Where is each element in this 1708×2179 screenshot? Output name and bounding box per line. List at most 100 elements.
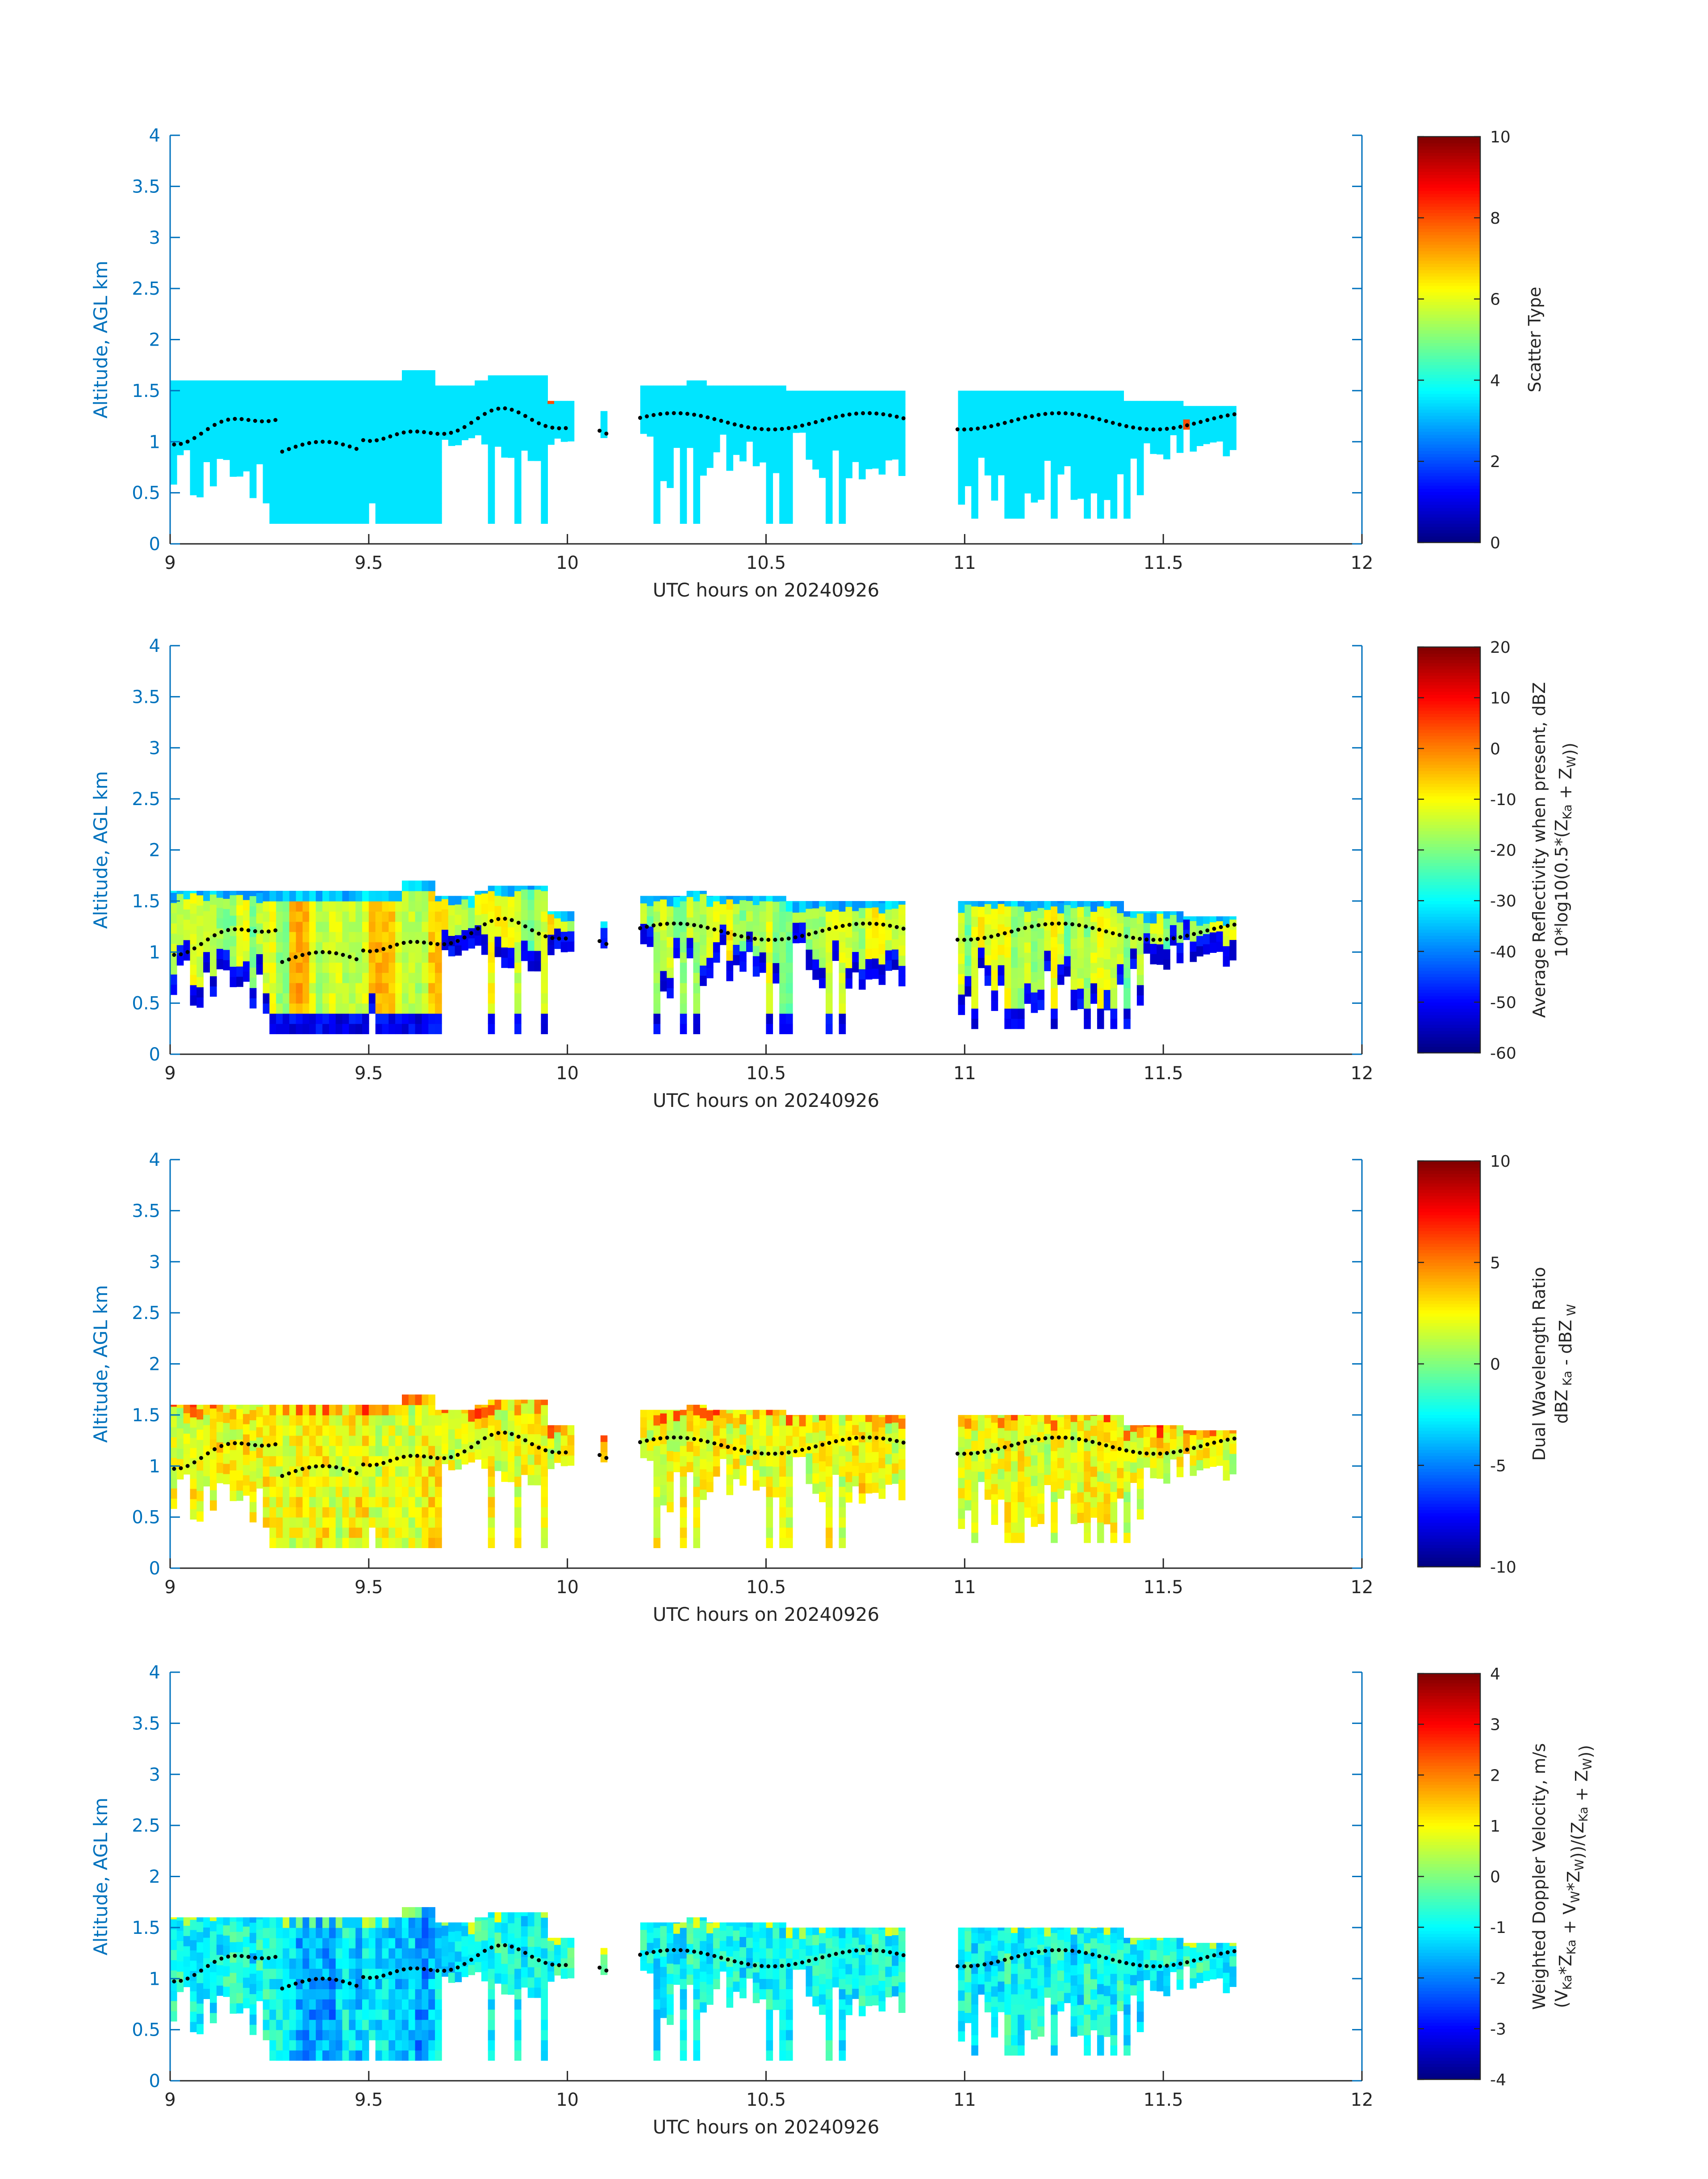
heatmap-cell bbox=[170, 903, 177, 914]
heatmap-cell bbox=[362, 922, 369, 932]
heatmap-cell bbox=[1024, 952, 1031, 963]
heatmap-cell bbox=[1031, 1516, 1038, 1527]
heatmap-cell bbox=[263, 942, 270, 952]
heatmap-cell bbox=[461, 919, 468, 930]
heatmap-cell bbox=[1004, 1491, 1011, 1502]
dot-marker bbox=[489, 1433, 493, 1437]
heatmap-cell bbox=[382, 901, 389, 912]
heatmap-cell bbox=[826, 1023, 833, 1034]
heatmap-cell bbox=[892, 1463, 899, 1474]
heatmap-cell bbox=[1077, 988, 1084, 999]
heatmap-cell bbox=[362, 911, 369, 922]
heatmap-cell bbox=[296, 1405, 303, 1415]
heatmap-cell bbox=[773, 912, 780, 923]
heatmap-cell bbox=[1071, 901, 1078, 908]
heatmap-cell bbox=[892, 949, 899, 960]
heatmap-cell bbox=[1123, 957, 1131, 968]
heatmap-cell bbox=[514, 901, 522, 912]
dot-marker bbox=[1185, 934, 1189, 938]
dot-marker bbox=[409, 940, 413, 944]
heatmap-cell bbox=[223, 960, 230, 971]
heatmap-cell bbox=[342, 1003, 350, 1014]
heatmap-cell bbox=[508, 886, 515, 897]
heatmap-cell bbox=[786, 1528, 793, 1538]
heatmap-cell bbox=[1024, 902, 1031, 912]
heatmap-cell bbox=[448, 1410, 455, 1419]
dot-marker bbox=[726, 1445, 730, 1449]
heatmap-cell bbox=[322, 391, 330, 401]
heatmap-cell bbox=[395, 932, 402, 943]
heatmap-cell bbox=[303, 462, 310, 473]
heatmap-cell bbox=[872, 417, 879, 428]
heatmap-cell bbox=[184, 1444, 191, 1454]
heatmap-cell bbox=[514, 952, 522, 963]
heatmap-cell bbox=[985, 955, 992, 965]
heatmap-cell bbox=[481, 903, 489, 914]
heatmap-cell bbox=[700, 965, 707, 976]
dot-marker bbox=[1090, 926, 1094, 930]
heatmap-cell bbox=[1037, 397, 1044, 408]
heatmap-cell bbox=[839, 483, 846, 493]
heatmap-cell bbox=[779, 462, 786, 473]
dot-marker bbox=[321, 440, 325, 444]
heatmap-cell bbox=[998, 404, 1005, 414]
heatmap-cell bbox=[170, 1499, 177, 1509]
heatmap-cell bbox=[859, 1493, 866, 1504]
heatmap-cell bbox=[428, 1415, 435, 1426]
heatmap-cell bbox=[256, 964, 263, 975]
colorbar-swatch bbox=[1418, 914, 1480, 917]
heatmap-cell bbox=[1157, 444, 1164, 455]
dot-marker bbox=[814, 931, 818, 935]
heatmap-cell bbox=[263, 1517, 270, 1528]
heatmap-cell bbox=[1111, 1502, 1118, 1512]
heatmap-cell bbox=[693, 1456, 700, 1466]
heatmap-cell bbox=[1018, 1461, 1025, 1472]
heatmap-cell bbox=[1077, 1461, 1084, 1472]
heatmap-cell bbox=[753, 956, 760, 967]
heatmap-cell bbox=[793, 402, 800, 413]
heatmap-cell bbox=[1216, 1445, 1224, 1456]
heatmap-cell bbox=[217, 408, 224, 418]
heatmap-cell bbox=[799, 1415, 806, 1416]
heatmap-cell bbox=[428, 1507, 435, 1518]
heatmap-cell bbox=[250, 467, 257, 478]
dot-marker bbox=[395, 943, 399, 947]
heatmap-cell bbox=[1057, 943, 1065, 954]
heatmap-cell bbox=[1024, 911, 1031, 922]
colorbar-swatch bbox=[1418, 777, 1480, 781]
heatmap-cell bbox=[727, 430, 734, 440]
heatmap-cell bbox=[1084, 1471, 1091, 1482]
colorbar-swatch bbox=[1418, 904, 1480, 907]
heatmap-cell bbox=[1071, 418, 1078, 429]
heatmap-cell bbox=[535, 389, 542, 400]
heatmap-cell bbox=[289, 1415, 296, 1426]
dot-marker bbox=[503, 406, 507, 410]
heatmap-cell bbox=[653, 1023, 660, 1034]
heatmap-cell bbox=[329, 483, 336, 493]
heatmap-cell bbox=[349, 380, 356, 391]
heatmap-cell bbox=[713, 942, 720, 952]
heatmap-cell bbox=[985, 1428, 992, 1439]
dot-marker bbox=[537, 422, 541, 426]
heatmap-cell bbox=[362, 1446, 369, 1457]
heatmap-cell bbox=[395, 1014, 402, 1024]
heatmap-cell bbox=[1011, 467, 1018, 478]
heatmap-cell bbox=[859, 1415, 866, 1422]
heatmap-cell bbox=[369, 983, 376, 993]
heatmap-cell bbox=[223, 1433, 230, 1444]
heatmap-cell bbox=[1031, 1506, 1038, 1517]
heatmap-cell bbox=[839, 462, 846, 473]
heatmap-cell bbox=[395, 911, 402, 922]
heatmap-cell bbox=[322, 1415, 330, 1426]
heatmap-cell bbox=[1090, 1415, 1098, 1426]
heatmap-cell bbox=[210, 384, 217, 395]
heatmap-cell bbox=[329, 962, 336, 973]
heatmap-cell bbox=[872, 948, 879, 959]
heatmap-cell bbox=[468, 907, 475, 918]
heatmap-cell bbox=[786, 1486, 793, 1497]
heatmap-cell bbox=[1190, 1430, 1197, 1435]
heatmap-cell bbox=[693, 422, 700, 432]
dot-marker bbox=[388, 434, 392, 438]
heatmap-cell bbox=[667, 1461, 674, 1472]
heatmap-cell bbox=[355, 1528, 363, 1538]
